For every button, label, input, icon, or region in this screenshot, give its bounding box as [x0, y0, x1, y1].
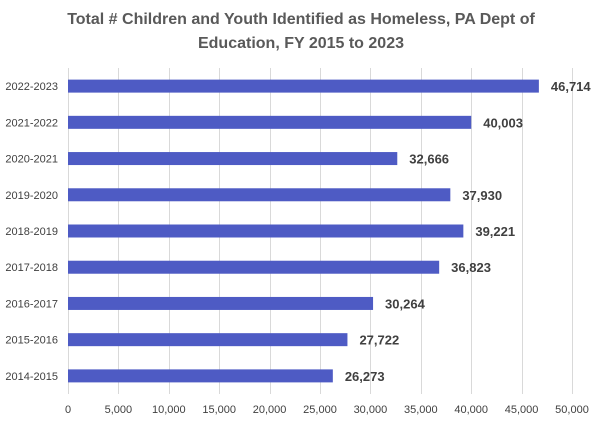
bar: [68, 115, 472, 129]
bar: [68, 79, 539, 93]
bar: [68, 224, 464, 238]
data-label: 36,823: [451, 260, 491, 275]
data-label: 30,264: [385, 296, 426, 311]
x-tick-label: 50,000: [555, 404, 589, 416]
category-label: 2021-2022: [5, 117, 58, 129]
bar: [68, 260, 440, 274]
data-label: 27,722: [359, 333, 399, 348]
data-labels: 46,714 40,003 32,666 37,930 39,221 36,823 30,2…: [345, 79, 592, 384]
category-label: 2018-2019: [5, 226, 58, 238]
category-label: 2014-2015: [5, 371, 58, 383]
x-tick-label: 20,000: [253, 404, 287, 416]
bar: [68, 369, 333, 383]
x-tick-label: 5,000: [105, 404, 133, 416]
x-tick-label: 10,000: [152, 404, 186, 416]
bars: [68, 79, 539, 383]
bar: [68, 188, 451, 202]
category-label: 2016-2017: [5, 298, 58, 310]
x-tick-label: 40,000: [454, 404, 488, 416]
x-tick-label: 45,000: [505, 404, 539, 416]
data-label: 26,273: [345, 369, 385, 384]
data-label: 32,666: [409, 152, 449, 167]
chart-title-line-1: Total # Children and Youth Identified as…: [67, 11, 535, 28]
category-labels: 2022-2023 2021-2022 2020-2021 2019-2020 2018…: [5, 81, 58, 383]
x-tick-label: 15,000: [202, 404, 236, 416]
category-label: 2017-2018: [5, 262, 58, 274]
data-label: 37,930: [462, 188, 502, 203]
x-tick-label: 35,000: [404, 404, 438, 416]
bar: [68, 333, 348, 347]
x-tick-label: 0: [65, 404, 71, 416]
data-label: 46,714: [551, 79, 592, 94]
category-label: 2020-2021: [5, 154, 58, 166]
x-tick-labels: 0 5,000 10,000 15,000 20,000 25,000 30,000 35,0…: [65, 404, 589, 416]
data-label: 40,003: [483, 115, 523, 130]
category-label: 2019-2020: [5, 190, 58, 202]
bar: [68, 296, 374, 310]
bar: [68, 152, 398, 166]
x-tick-label: 30,000: [354, 404, 388, 416]
x-tick-label: 25,000: [303, 404, 337, 416]
chart-title-line-2: Education, FY 2015 to 2023: [197, 35, 404, 52]
data-label: 39,221: [475, 224, 515, 239]
chart-title: Total # Children and Youth Identified as…: [0, 8, 602, 56]
category-label: 2022-2023: [5, 81, 58, 93]
category-label: 2015-2016: [5, 335, 58, 347]
